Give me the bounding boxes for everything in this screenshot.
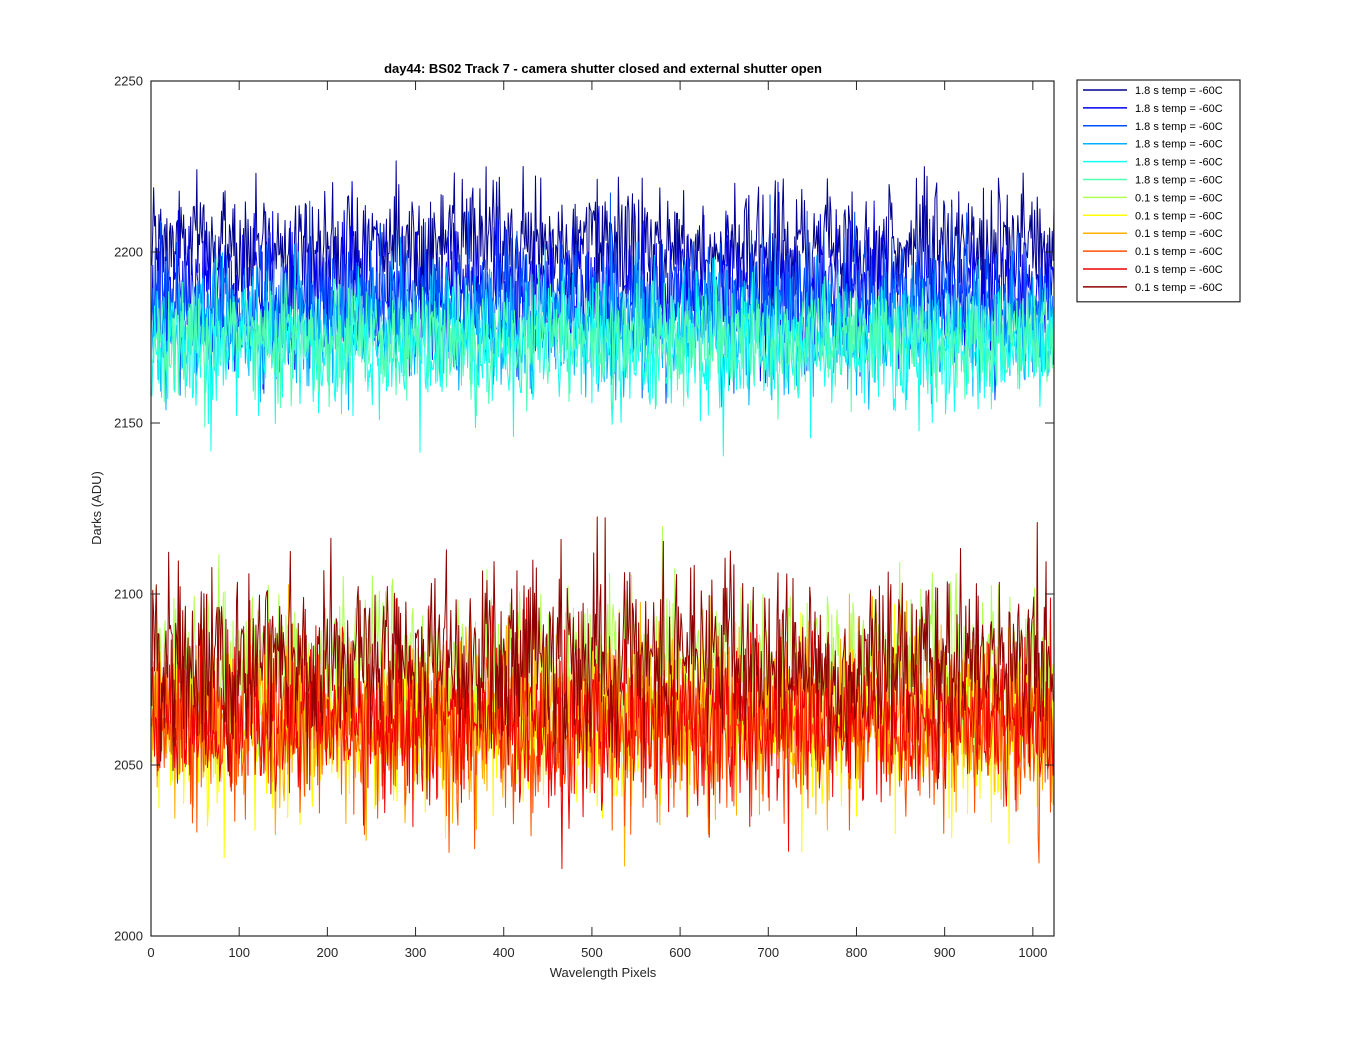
- legend-entry-label: 1.8 s temp = -60C: [1135, 157, 1223, 169]
- y-tick-label: 2050: [114, 758, 143, 773]
- legend-entry-label: 0.1 s temp = -60C: [1135, 282, 1223, 294]
- legend-entry-label: 1.8 s temp = -60C: [1135, 103, 1223, 115]
- legend-box: [1076, 79, 1241, 303]
- y-tick-label: 2200: [114, 245, 143, 260]
- series-line-1: [151, 160, 1055, 343]
- y-tick-label: 2100: [114, 587, 143, 602]
- legend-entry-label: 1.8 s temp = -60C: [1135, 139, 1223, 151]
- x-tick-label: 200: [317, 945, 339, 960]
- x-tick-label: 400: [493, 945, 515, 960]
- series-layer: [151, 160, 1055, 870]
- x-tick-label: 500: [581, 945, 603, 960]
- legend: 1.8 s temp = -60C 1.8 s temp = -60C 1.8 s …: [1076, 79, 1241, 303]
- series-line-11: [151, 597, 1055, 870]
- y-tick-label: 2000: [114, 929, 143, 944]
- series-line-12: [151, 516, 1055, 800]
- series-line-6: [151, 258, 1055, 428]
- x-tick-label: 0: [147, 945, 154, 960]
- y-axis-ticks: 2000 2050 2100 2150 2200 2250: [114, 74, 1054, 944]
- legend-entry-label: 0.1 s temp = -60C: [1135, 228, 1223, 240]
- x-tick-label: 300: [405, 945, 427, 960]
- axes: [150, 80, 1055, 937]
- x-tick-label: 100: [228, 945, 250, 960]
- legend-entry-label: 0.1 s temp = -60C: [1135, 264, 1223, 276]
- y-tick-label: 2150: [114, 416, 143, 431]
- y-tick-label: 2250: [114, 74, 143, 89]
- x-tick-label: 700: [757, 945, 779, 960]
- x-axis-ticks: 0 100 200 300 400 500 600 700 800 900 1000: [147, 81, 1047, 960]
- legend-entry-label: 0.1 s temp = -60C: [1135, 192, 1223, 204]
- y-axis-label: Darks (ADU): [89, 471, 104, 545]
- legend-entry-label: 0.1 s temp = -60C: [1135, 246, 1223, 258]
- legend-entry-label: 0.1 s temp = -60C: [1135, 210, 1223, 222]
- x-tick-label: 600: [669, 945, 691, 960]
- legend-entry-label: 1.8 s temp = -60C: [1135, 85, 1223, 97]
- x-tick-label: 1000: [1018, 945, 1047, 960]
- x-tick-label: 800: [846, 945, 868, 960]
- x-tick-label: 900: [934, 945, 956, 960]
- legend-entry-label: 1.8 s temp = -60C: [1135, 121, 1223, 133]
- x-axis-label: Wavelength Pixels: [550, 965, 657, 980]
- axes-box: [150, 80, 1055, 937]
- chart-title: day44: BS02 Track 7 - camera shutter clo…: [384, 61, 822, 76]
- legend-entry-label: 1.8 s temp = -60C: [1135, 175, 1223, 187]
